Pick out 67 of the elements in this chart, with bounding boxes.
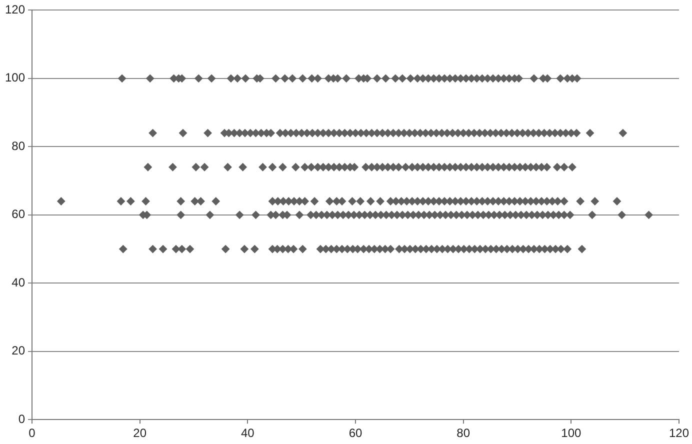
point — [126, 197, 135, 206]
x-tick-label: 60 — [348, 426, 362, 440]
y-tick-label: 40 — [12, 275, 26, 290]
x-tick-label: 80 — [456, 426, 470, 440]
point — [356, 197, 365, 206]
x-tick-label: 40 — [241, 426, 255, 440]
point — [376, 197, 385, 206]
point — [168, 162, 177, 172]
point — [212, 197, 220, 206]
y-tick-label: 120 — [4, 2, 26, 17]
point — [391, 74, 400, 83]
point — [381, 74, 390, 83]
x-tick-label: 20 — [133, 426, 147, 440]
point — [552, 162, 562, 172]
point — [291, 162, 300, 172]
point — [366, 197, 375, 206]
y-tick-label: 0 — [18, 412, 26, 426]
point — [568, 162, 576, 172]
point — [144, 162, 152, 172]
point — [194, 74, 203, 83]
point — [268, 162, 277, 172]
point — [348, 197, 356, 206]
point — [310, 197, 319, 206]
point — [176, 197, 186, 206]
point — [233, 74, 242, 83]
point — [576, 197, 585, 206]
point — [272, 74, 280, 83]
x-tick-label: 0 — [28, 426, 36, 440]
point — [398, 74, 407, 83]
point — [200, 162, 209, 172]
point — [314, 74, 322, 83]
point — [325, 197, 334, 206]
point — [342, 74, 351, 83]
point — [280, 74, 290, 83]
point — [241, 74, 250, 83]
point — [560, 162, 568, 172]
point — [207, 74, 216, 83]
point — [56, 197, 66, 206]
point — [146, 74, 154, 83]
x-tick-label: 100 — [561, 426, 582, 440]
point — [406, 74, 415, 83]
point — [372, 74, 382, 83]
y-tick-label: 100 — [4, 70, 26, 85]
point — [590, 197, 600, 206]
point — [401, 162, 410, 172]
y-tick-label: 80 — [12, 138, 26, 153]
point — [556, 74, 565, 83]
point — [142, 197, 150, 206]
point — [307, 162, 316, 172]
point — [238, 162, 248, 172]
point — [530, 74, 538, 83]
y-tick-label: 20 — [12, 344, 26, 358]
x-tick-label: 120 — [668, 426, 690, 440]
point — [612, 197, 622, 206]
y-tick-label: 60 — [12, 207, 26, 222]
point — [224, 162, 232, 172]
point — [196, 197, 205, 206]
point — [192, 162, 200, 172]
point — [116, 197, 126, 206]
point — [560, 197, 568, 206]
point — [226, 74, 236, 83]
point — [278, 162, 287, 172]
point — [118, 74, 126, 83]
point — [258, 162, 267, 172]
point — [288, 74, 297, 83]
point — [298, 74, 307, 83]
point — [362, 162, 370, 172]
